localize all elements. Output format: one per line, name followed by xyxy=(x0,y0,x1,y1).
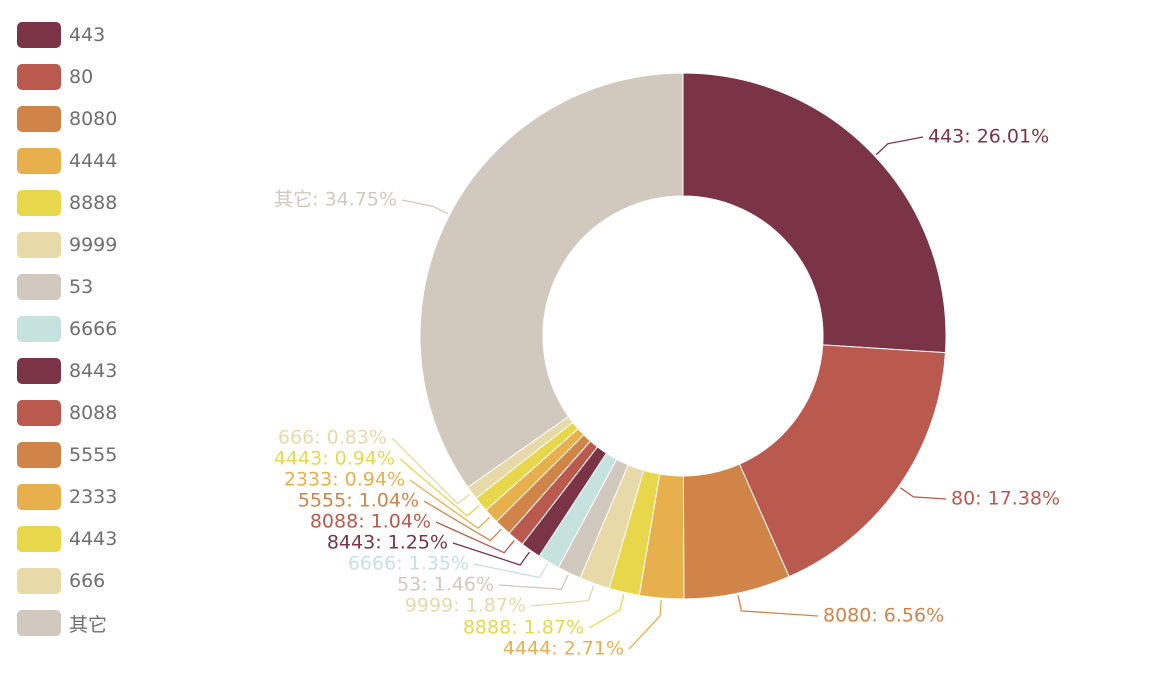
label-leader-line xyxy=(737,595,819,617)
legend-label: 8080 xyxy=(69,108,118,130)
legend-label: 443 xyxy=(69,24,106,46)
legend-swatch xyxy=(17,64,61,90)
slice-label: 8443: 1.25% xyxy=(327,532,448,554)
legend-item[interactable]: 8888 xyxy=(17,182,177,224)
label-leader-line xyxy=(628,600,662,650)
label-leader-line xyxy=(399,458,480,517)
legend-swatch xyxy=(17,358,61,384)
legend-swatch xyxy=(17,232,61,258)
legend-label: 4444 xyxy=(69,150,118,172)
chart-legend: 443 80 8080 4444 8888 9999 53 6666 8443 8088 5555 2… xyxy=(17,14,177,644)
slice-label: 4443: 0.94% xyxy=(274,448,395,470)
legend-label: 8088 xyxy=(69,402,118,424)
legend-label: 8888 xyxy=(69,192,118,214)
legend-item[interactable]: 其它 xyxy=(17,602,177,644)
legend-item[interactable]: 4444 xyxy=(17,140,177,182)
label-leader-line xyxy=(435,521,515,554)
legend-label: 8443 xyxy=(69,360,118,382)
legend-item[interactable]: 8080 xyxy=(17,98,177,140)
label-leader-line xyxy=(452,542,530,566)
slice-label: 443: 26.01% xyxy=(928,126,1049,148)
slice-label: 2333: 0.94% xyxy=(284,469,405,491)
legend-swatch xyxy=(17,190,61,216)
legend-item[interactable]: 443 xyxy=(17,14,177,56)
label-leader-line xyxy=(473,563,549,579)
label-leader-line xyxy=(409,479,491,530)
legend-label: 6666 xyxy=(69,318,118,340)
legend-swatch xyxy=(17,22,61,48)
legend-item[interactable]: 80 xyxy=(17,56,177,98)
slice-label: 53: 1.46% xyxy=(397,574,494,596)
label-leader-line xyxy=(899,487,947,500)
label-leader-line xyxy=(423,500,502,542)
legend-swatch xyxy=(17,442,61,468)
legend-swatch xyxy=(17,610,61,636)
legend-swatch xyxy=(17,148,61,174)
legend-swatch xyxy=(17,484,61,510)
slice-label: 8088: 1.04% xyxy=(310,511,431,533)
legend-item[interactable]: 9999 xyxy=(17,224,177,266)
legend-swatch xyxy=(17,400,61,426)
legend-item[interactable]: 4443 xyxy=(17,518,177,560)
legend-item[interactable]: 2333 xyxy=(17,476,177,518)
legend-swatch xyxy=(17,106,61,132)
legend-label: 80 xyxy=(69,66,94,88)
slice-label: 80: 17.38% xyxy=(951,488,1060,510)
donut-slice[interactable] xyxy=(738,344,947,578)
donut-slice[interactable] xyxy=(682,72,947,354)
legend-label: 其它 xyxy=(69,613,108,636)
slice-label: 8080: 6.56% xyxy=(823,605,944,627)
legend-label: 2333 xyxy=(69,486,118,508)
donut-slice[interactable] xyxy=(419,72,684,488)
label-leader-line xyxy=(588,594,625,629)
label-leader-line xyxy=(401,199,449,215)
legend-item[interactable]: 5555 xyxy=(17,434,177,476)
legend-label: 9999 xyxy=(69,234,118,256)
slice-label: 666: 0.83% xyxy=(278,427,387,449)
legend-item[interactable]: 666 xyxy=(17,560,177,602)
label-leader-line xyxy=(875,136,924,156)
legend-item[interactable]: 8443 xyxy=(17,350,177,392)
legend-item[interactable]: 6666 xyxy=(17,308,177,350)
label-leader-line xyxy=(530,585,595,607)
label-leader-line xyxy=(391,437,471,505)
legend-item[interactable]: 8088 xyxy=(17,392,177,434)
legend-swatch xyxy=(17,316,61,342)
slice-label: 8888: 1.87% xyxy=(463,617,584,639)
legend-label: 53 xyxy=(69,276,94,298)
slice-label: 4444: 2.71% xyxy=(503,638,624,660)
legend-swatch xyxy=(17,568,61,594)
slice-label: 9999: 1.87% xyxy=(405,595,526,617)
slice-label: 其它: 34.75% xyxy=(274,189,397,211)
slice-label: 6666: 1.35% xyxy=(348,553,469,575)
label-leader-line xyxy=(498,574,569,590)
legend-item[interactable]: 53 xyxy=(17,266,177,308)
legend-swatch xyxy=(17,526,61,552)
legend-label: 4443 xyxy=(69,528,118,550)
slice-label: 5555: 1.04% xyxy=(298,490,419,512)
legend-swatch xyxy=(17,274,61,300)
legend-label: 5555 xyxy=(69,444,118,466)
legend-label: 666 xyxy=(69,570,106,592)
